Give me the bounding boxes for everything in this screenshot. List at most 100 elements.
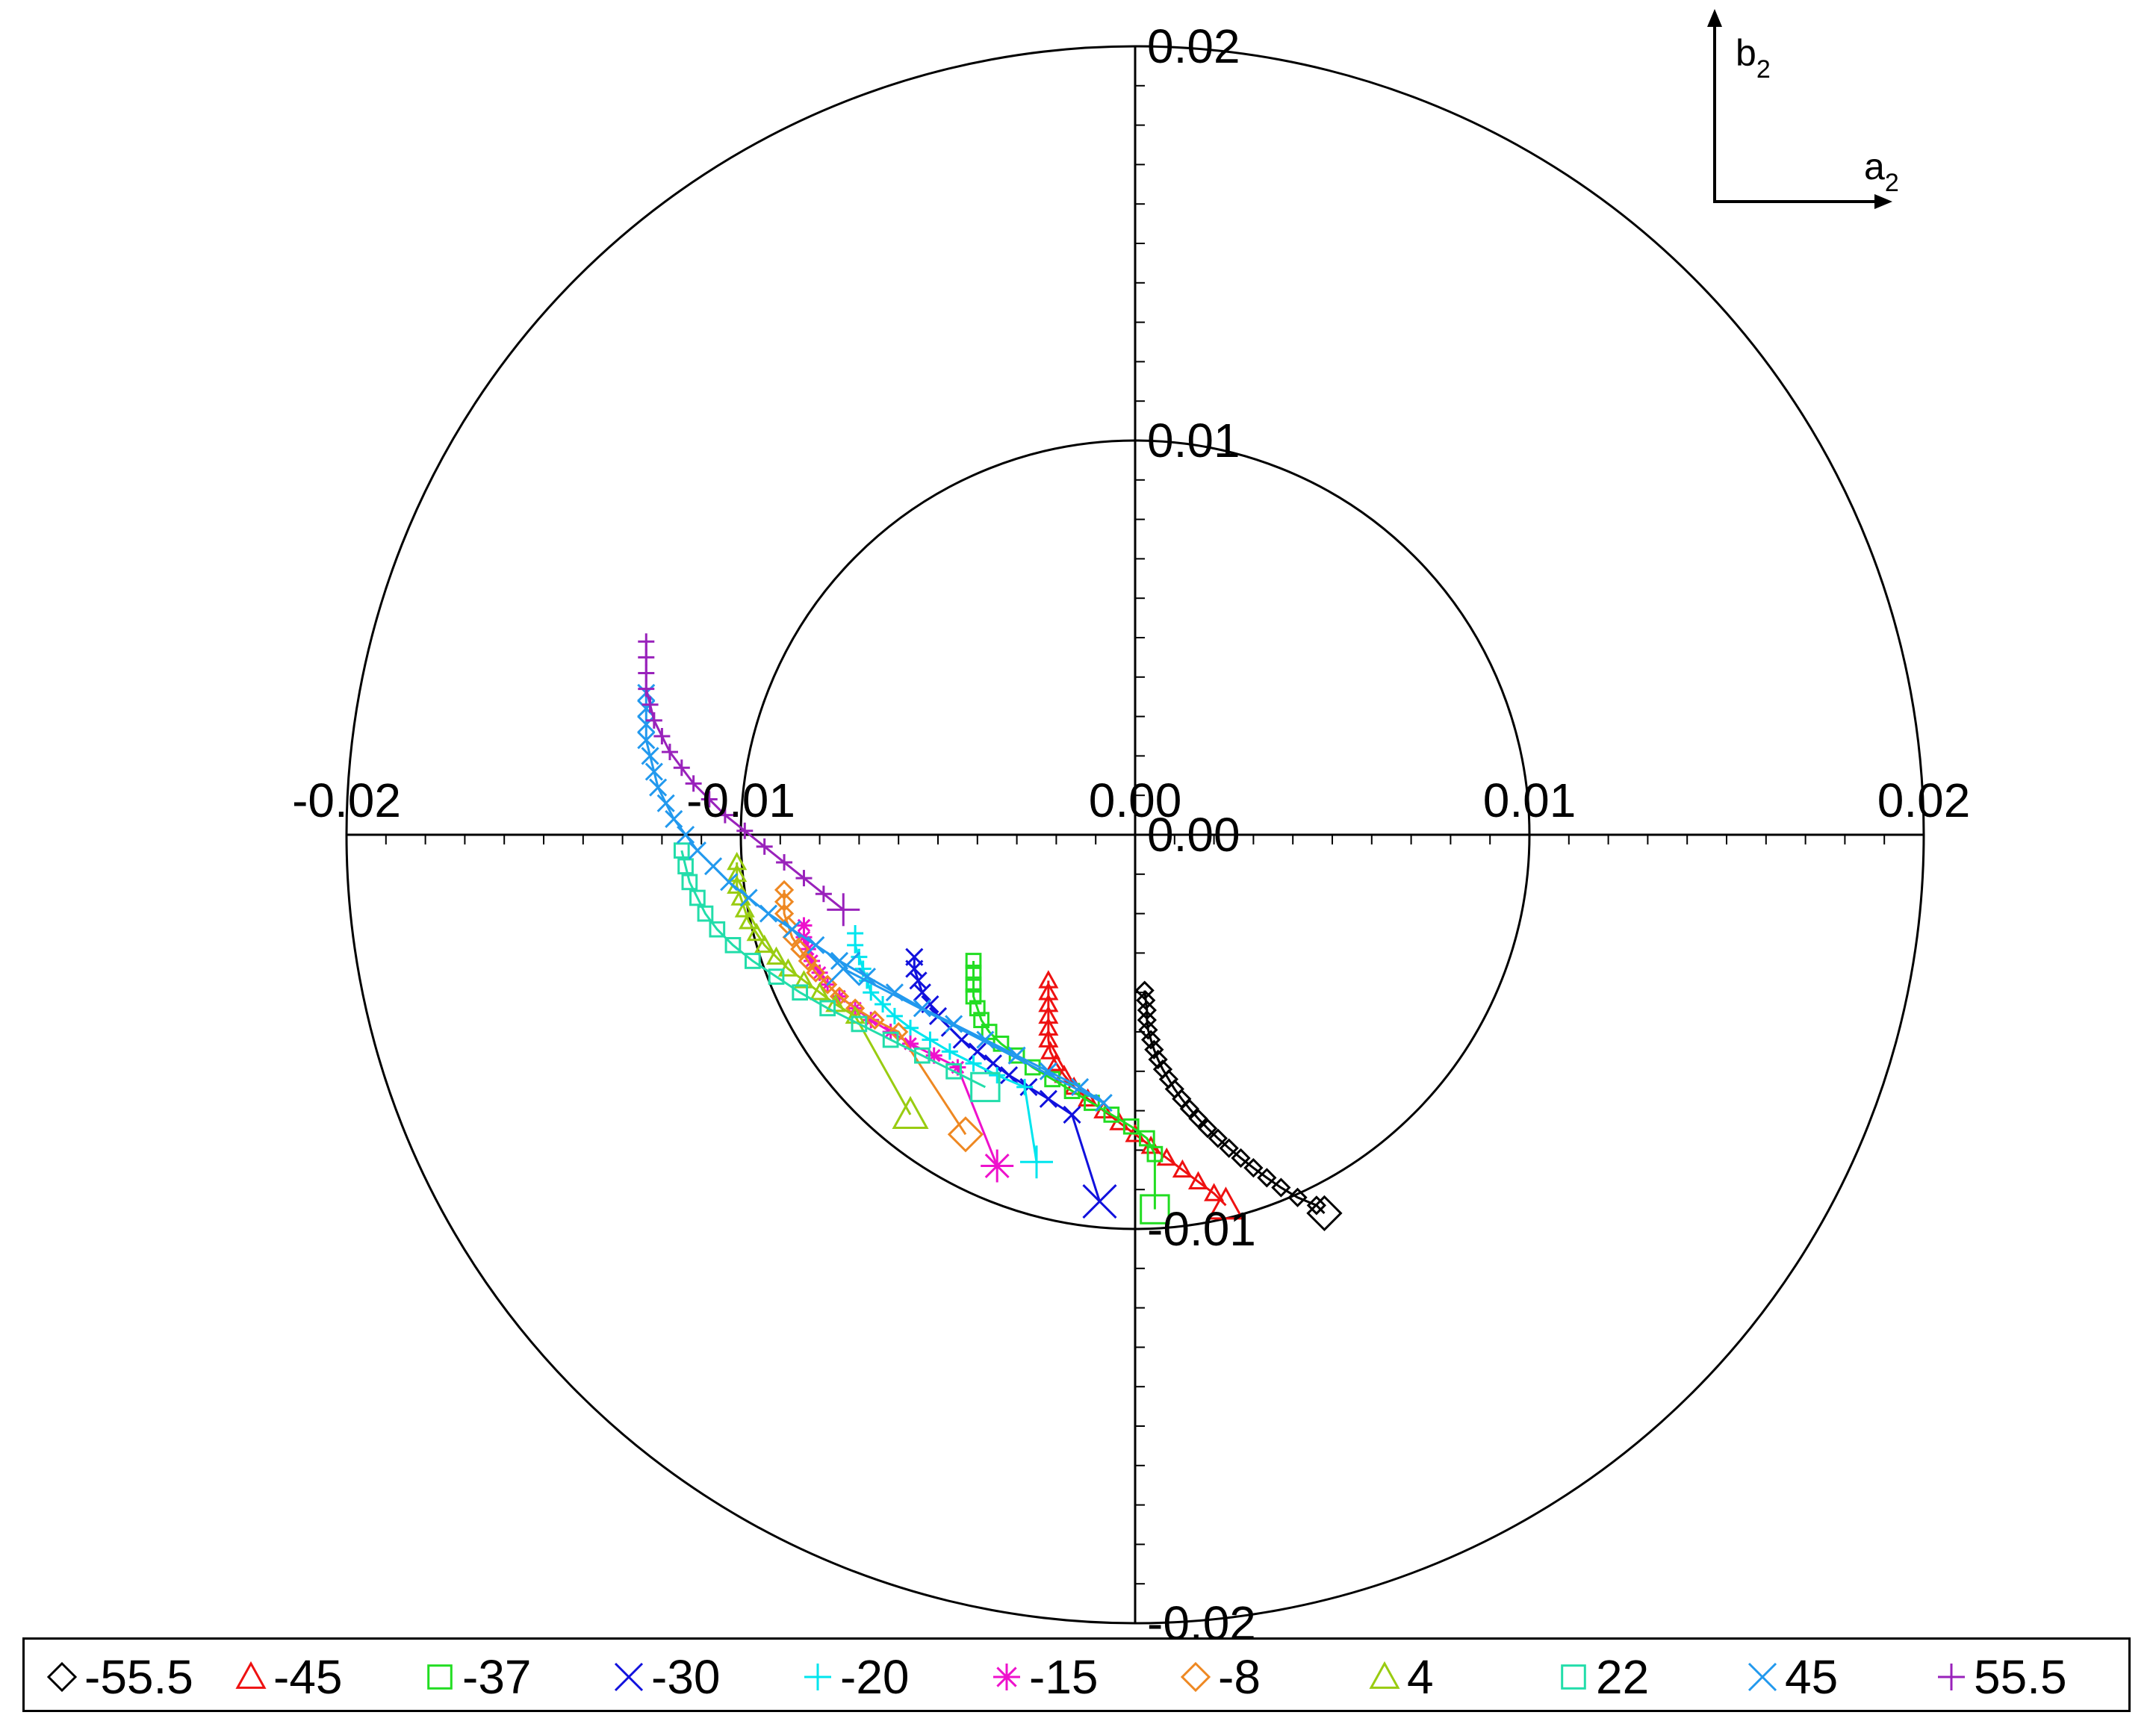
x-tick-label: 0.02 — [1877, 774, 1971, 827]
legend-marker-icon — [1748, 1662, 1777, 1692]
data-point — [863, 984, 880, 1001]
data-point — [777, 958, 798, 977]
star-stroke — [797, 918, 811, 933]
cross-stroke — [1082, 1183, 1117, 1219]
series-line — [1143, 990, 1326, 1214]
data-point — [913, 999, 931, 1018]
data-point — [734, 899, 755, 918]
cross-stroke — [857, 968, 877, 986]
data-point — [827, 893, 860, 927]
legend-item--15: -15 — [993, 1650, 1099, 1704]
data-point — [947, 1116, 984, 1153]
star-stroke — [813, 966, 827, 980]
data-point — [1144, 1039, 1164, 1059]
cross-stroke — [976, 1030, 995, 1049]
data-point — [815, 886, 832, 903]
data-point — [1208, 1128, 1228, 1148]
data-point — [665, 809, 683, 828]
data-point — [1038, 1005, 1059, 1024]
x-tick-label: 0.01 — [1483, 774, 1576, 827]
legend-label: -45 — [273, 1650, 343, 1704]
data-point — [885, 983, 904, 1002]
axis-orientation-indicator: b2 a2 — [1707, 9, 1899, 209]
legend-item-22: 22 — [1561, 1650, 1649, 1704]
data-point — [645, 712, 662, 729]
cross-stroke — [783, 920, 801, 939]
data-point — [1071, 1077, 1090, 1096]
data-point — [656, 794, 675, 812]
legend-label: -30 — [651, 1650, 721, 1704]
data-point — [818, 974, 838, 995]
x-tick-label: -0.01 — [686, 774, 795, 827]
data-point — [810, 982, 830, 1001]
data-point — [1306, 1195, 1343, 1232]
data-point — [783, 920, 801, 939]
series-line — [783, 889, 967, 1136]
data-point — [1137, 1000, 1157, 1021]
data-point — [1271, 1177, 1291, 1198]
data-point — [1287, 1187, 1308, 1207]
legend-item--45: -45 — [235, 1650, 343, 1704]
data-point — [913, 983, 931, 1002]
cross-stroke — [614, 1662, 644, 1692]
cross-stroke — [703, 857, 723, 876]
cross-stroke — [830, 951, 849, 971]
data-point — [644, 762, 663, 781]
legend-marker-icon — [993, 1664, 1020, 1690]
cross-stroke — [637, 715, 656, 734]
data-point — [720, 873, 739, 891]
data-point — [688, 841, 706, 860]
data-point — [774, 880, 795, 900]
legend-item--55.5: -55.5 — [46, 1650, 193, 1704]
data-point — [1207, 1186, 1244, 1220]
legend-label: 22 — [1596, 1650, 1649, 1704]
legend-marker-icon — [614, 1662, 644, 1692]
data-point — [653, 728, 671, 744]
data-point — [673, 759, 690, 777]
data-point — [1136, 990, 1156, 1010]
data-point — [759, 904, 778, 923]
data-point — [909, 971, 928, 990]
data-point — [727, 851, 748, 871]
data-point — [1038, 993, 1059, 1012]
data-point — [1243, 1158, 1264, 1178]
series-55.5 — [638, 633, 860, 927]
data-point — [851, 948, 868, 965]
b2-label: b2 — [1736, 32, 1771, 84]
data-point — [1146, 1145, 1164, 1163]
cross-stroke — [641, 747, 659, 765]
cross-stroke — [1039, 1062, 1057, 1080]
data-point — [945, 1062, 962, 1080]
legend-item--8: -8 — [1180, 1650, 1261, 1704]
data-point — [1172, 1159, 1193, 1178]
data-point — [709, 921, 726, 938]
data-point — [793, 970, 815, 989]
legend-label: -20 — [840, 1650, 910, 1704]
star-stroke — [984, 1154, 1010, 1178]
data-point — [638, 649, 655, 666]
series-45 — [637, 683, 1113, 1113]
data-point — [976, 1030, 995, 1049]
cross-stroke — [637, 699, 656, 718]
data-point — [1138, 1130, 1155, 1147]
cross-stroke — [909, 971, 928, 990]
data-point — [965, 976, 982, 993]
data-point — [882, 1031, 899, 1048]
data-point — [744, 953, 761, 969]
data-point — [1148, 1049, 1168, 1070]
y-tick-label: -0.01 — [1147, 1202, 1256, 1256]
series--45 — [1038, 970, 1244, 1220]
cross-stroke — [913, 999, 931, 1018]
data-point — [700, 791, 718, 808]
cross-stroke — [739, 889, 758, 907]
data-point — [965, 964, 982, 981]
x-tick-label: 0.00 — [1089, 774, 1182, 827]
data-point — [716, 806, 733, 824]
data-point — [677, 825, 695, 844]
cross-stroke — [1094, 1093, 1113, 1113]
data-point — [922, 1031, 939, 1048]
data-point — [1038, 970, 1059, 989]
data-point — [1179, 1098, 1199, 1119]
legend-marker-icon — [1180, 1661, 1211, 1693]
data-point — [857, 968, 877, 986]
